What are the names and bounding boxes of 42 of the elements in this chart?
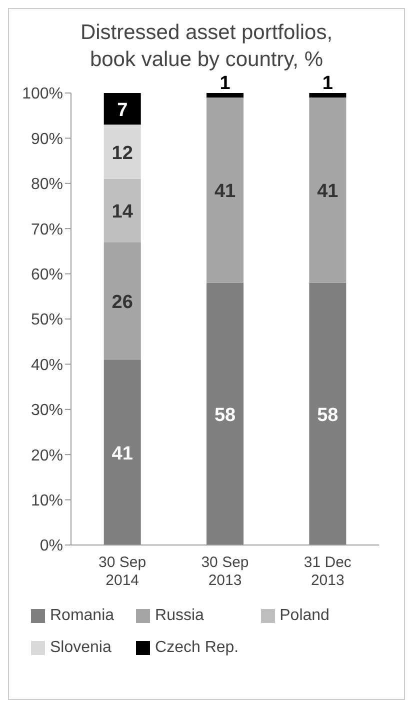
bar bbox=[206, 93, 244, 98]
bar bbox=[104, 360, 141, 545]
bar bbox=[309, 93, 346, 98]
bar bbox=[104, 178, 141, 242]
data-label: 41 bbox=[112, 443, 134, 464]
legend-label: Czech Rep. bbox=[155, 639, 239, 657]
bar bbox=[206, 98, 244, 283]
x-tick-label: 30 Sep 2013 bbox=[201, 554, 249, 589]
bar bbox=[206, 282, 244, 545]
y-tick-label: 60% bbox=[30, 266, 63, 284]
legend-label: Poland bbox=[280, 607, 330, 625]
chart-title: Distressed asset portfolios, book value by country, % bbox=[79, 20, 334, 73]
y-tick-label: 20% bbox=[30, 447, 63, 464]
y-tick-label: 30% bbox=[30, 402, 63, 420]
legend-label: Romania bbox=[50, 607, 114, 625]
x-tick-label: 30 Sep 2014 bbox=[98, 554, 146, 589]
data-label: 1 bbox=[322, 73, 334, 94]
y-tick-label: 40% bbox=[30, 356, 63, 374]
data-label: 12 bbox=[112, 142, 133, 164]
y-tick-label: 10% bbox=[30, 492, 63, 510]
y-tick-label: 50% bbox=[30, 312, 63, 329]
y-tick-label: 90% bbox=[30, 130, 63, 148]
bar bbox=[309, 282, 346, 545]
data-label: 26 bbox=[112, 292, 133, 313]
data-label: 58 bbox=[214, 404, 236, 426]
data-label: 1 bbox=[220, 73, 231, 94]
legend-label: Slovenia bbox=[50, 639, 112, 657]
data-label: 14 bbox=[112, 202, 134, 223]
bar bbox=[104, 93, 141, 125]
legend-label: Russia bbox=[155, 607, 204, 625]
bar bbox=[104, 242, 141, 360]
x-tick-label: 31 Dec 2013 bbox=[304, 554, 352, 589]
bar bbox=[104, 124, 141, 179]
y-tick-label: 70% bbox=[30, 221, 63, 238]
data-label: 41 bbox=[214, 181, 236, 202]
y-tick-label: 0% bbox=[40, 538, 63, 555]
bar bbox=[309, 98, 346, 283]
y-tick-label: 80% bbox=[30, 176, 63, 194]
data-label: 41 bbox=[317, 181, 339, 202]
y-tick-label: 100% bbox=[22, 86, 63, 103]
data-label: 58 bbox=[317, 404, 338, 426]
data-label: 7 bbox=[117, 100, 128, 121]
